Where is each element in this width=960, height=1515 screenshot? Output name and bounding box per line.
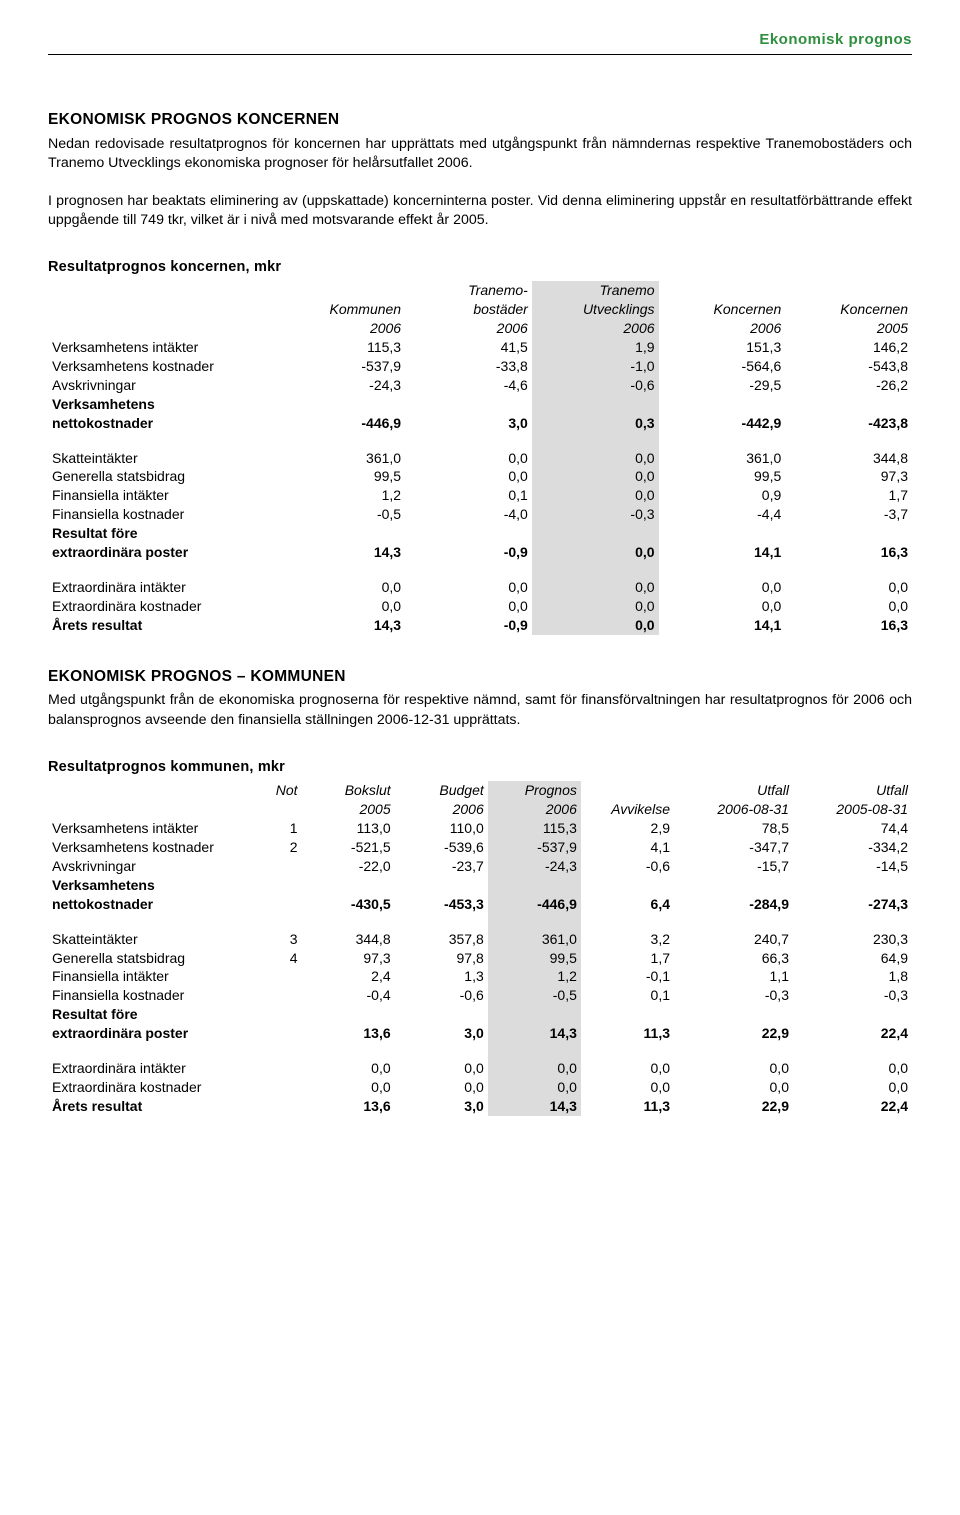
section2-title: EKONOMISK PROGNOS – KOMMUNEN — [48, 667, 912, 688]
table-row: nettokostnader-446,93,00,3-442,9-423,8 — [48, 414, 912, 433]
table-row: Verksamhetens kostnader2-521,5-539,6-537… — [48, 838, 912, 857]
table-row — [48, 1043, 912, 1059]
section1-para1: Nedan redovisade resultatprognos för kon… — [48, 135, 912, 173]
table-row: Verksamhetens intäkter115,341,51,9151,31… — [48, 338, 912, 357]
table-row: Tranemo- Tranemo — [48, 281, 912, 300]
table-row: Not Bokslut Budget Prognos Utfall Utfall — [48, 781, 912, 800]
table-row: Finansiella intäkter2,41,31,2-0,11,11,8 — [48, 967, 912, 986]
table-row: extraordinära poster13,63,014,311,322,92… — [48, 1024, 912, 1043]
table-row: Verksamhetens kostnader-537,9-33,8-1,0-5… — [48, 357, 912, 376]
table-row: Resultat före — [48, 524, 912, 543]
table-row: Årets resultat13,63,014,311,322,922,4 — [48, 1097, 912, 1116]
table-row: Finansiella intäkter1,20,10,00,91,7 — [48, 486, 912, 505]
table-row: Extraordinära intäkter0,00,00,00,00,00,0 — [48, 1059, 912, 1078]
table-koncernen: Tranemo- Tranemo Kommunen bostäder Utvec… — [48, 281, 912, 634]
section1-title: EKONOMISK PROGNOS KONCERNEN — [48, 110, 912, 131]
table-row: 2006 2006 2006 2006 2005 — [48, 319, 912, 338]
table-row: Verksamhetens — [48, 876, 912, 895]
table-row: Generella statsbidrag99,50,00,099,597,3 — [48, 467, 912, 486]
table-row — [48, 914, 912, 930]
table-row: Årets resultat14,3-0,90,014,116,3 — [48, 616, 912, 635]
table-row: extraordinära poster14,3-0,90,014,116,3 — [48, 543, 912, 562]
table-row: nettokostnader-430,5-453,3-446,96,4-284,… — [48, 895, 912, 914]
header-divider — [48, 54, 912, 55]
table-row: Extraordinära kostnader0,00,00,00,00,00,… — [48, 1078, 912, 1097]
table-row: Generella statsbidrag497,397,899,51,766,… — [48, 949, 912, 968]
section2-para: Med utgångspunkt från de ekonomiska prog… — [48, 691, 912, 729]
table-row: Extraordinära kostnader0,00,00,00,00,0 — [48, 597, 912, 616]
table-row — [48, 433, 912, 449]
table-row — [48, 562, 912, 578]
table-row: Verksamhetens intäkter1113,0110,0115,32,… — [48, 819, 912, 838]
section1-para2: I prognosen har beaktats eliminering av … — [48, 192, 912, 230]
table-row: Resultat före — [48, 1005, 912, 1024]
table-kommunen: Not Bokslut Budget Prognos Utfall Utfall… — [48, 781, 912, 1115]
table-row: Skatteintäkter3344,8357,8361,03,2240,723… — [48, 930, 912, 949]
table-row: Finansiella kostnader-0,4-0,6-0,50,1-0,3… — [48, 986, 912, 1005]
table-row: Skatteintäkter361,00,00,0361,0344,8 — [48, 449, 912, 468]
table-row: Extraordinära intäkter0,00,00,00,00,0 — [48, 578, 912, 597]
table2-title: Resultatprognos kommunen, mkr — [48, 758, 912, 778]
table-row: Avskrivningar-24,3-4,6-0,6-29,5-26,2 — [48, 376, 912, 395]
table1-title: Resultatprognos koncernen, mkr — [48, 258, 912, 278]
table-row: Finansiella kostnader-0,5-4,0-0,3-4,4-3,… — [48, 505, 912, 524]
table-row: Verksamhetens — [48, 395, 912, 414]
table-row: 2005 2006 2006 Avvikelse 2006-08-31 2005… — [48, 800, 912, 819]
table-row: Kommunen bostäder Utvecklings Koncernen … — [48, 300, 912, 319]
header-subtitle: Ekonomisk prognos — [48, 30, 912, 50]
table-row: Avskrivningar-22,0-23,7-24,3-0,6-15,7-14… — [48, 857, 912, 876]
